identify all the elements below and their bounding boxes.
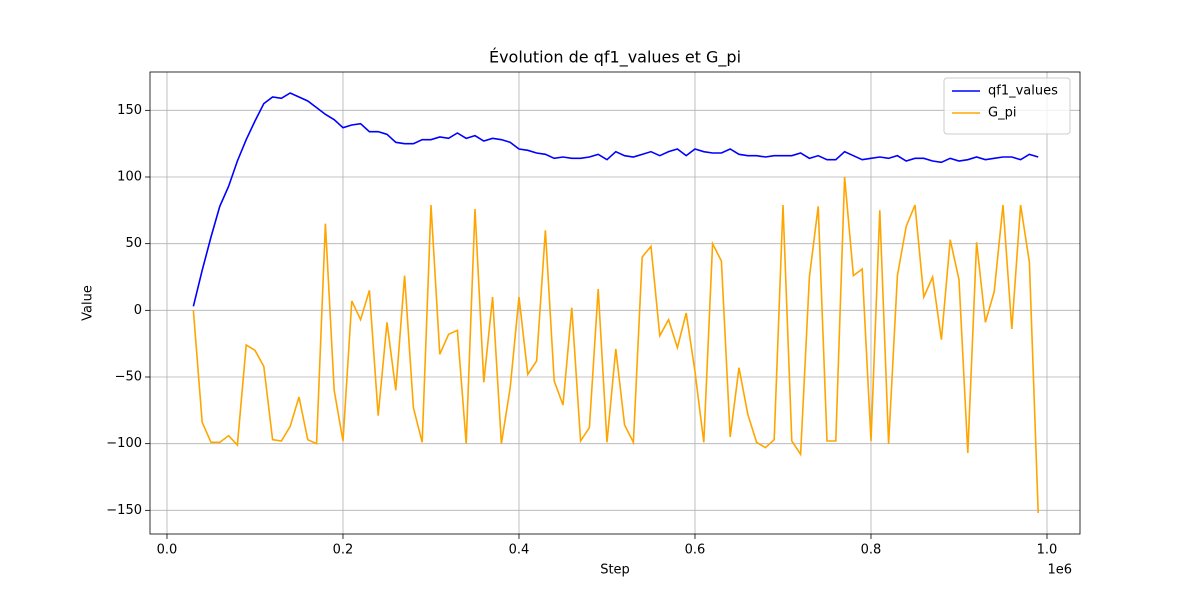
y-tick-label: 50 bbox=[125, 236, 142, 251]
legend-label: G_pi bbox=[988, 106, 1016, 121]
x-tick-label: 1.0 bbox=[1037, 543, 1058, 558]
y-tick-label: 100 bbox=[117, 170, 142, 185]
x-tick-label: 0.6 bbox=[685, 543, 706, 558]
y-axis-label: Value bbox=[81, 285, 96, 321]
legend-label: qf1_values bbox=[988, 84, 1058, 99]
x-axis-label: Step bbox=[600, 563, 630, 578]
y-tick-label: −100 bbox=[106, 436, 142, 451]
series-line bbox=[192, 92, 1039, 307]
series-line bbox=[192, 176, 1039, 514]
y-tick-label: −50 bbox=[115, 370, 142, 385]
y-tick-label: 0 bbox=[134, 303, 142, 318]
x-tick-label: 0.8 bbox=[861, 543, 882, 558]
x-offset-label: 1e6 bbox=[1047, 563, 1072, 578]
y-tick-label: −150 bbox=[106, 503, 142, 518]
chart-title: Évolution de qf1_values et G_pi bbox=[489, 48, 741, 68]
x-tick-label: 0.0 bbox=[157, 543, 178, 558]
x-tick-label: 0.4 bbox=[509, 543, 530, 558]
legend-box bbox=[943, 77, 1071, 135]
y-tick-label: 150 bbox=[117, 103, 142, 118]
x-tick-label: 0.2 bbox=[333, 543, 354, 558]
plot-frame bbox=[149, 71, 1081, 535]
legend: qf1_values G_pi bbox=[943, 77, 1071, 135]
